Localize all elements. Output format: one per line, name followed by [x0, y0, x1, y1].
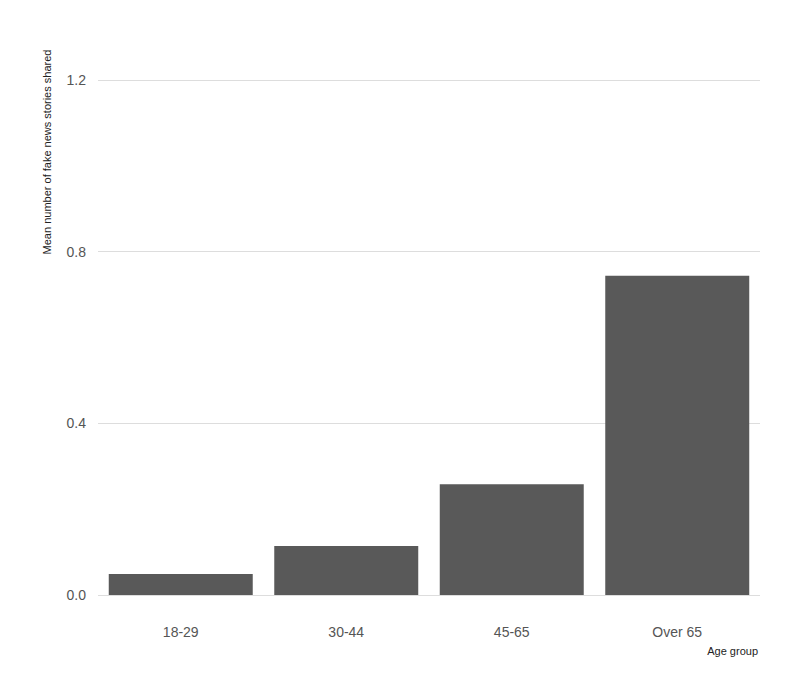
svg-text:Age group: Age group: [707, 645, 758, 657]
svg-text:Mean number of fake news stori: Mean number of fake news stories shared: [41, 50, 53, 255]
svg-text:45-65: 45-65: [494, 624, 530, 640]
svg-text:18-29: 18-29: [163, 624, 199, 640]
svg-text:30-44: 30-44: [328, 624, 364, 640]
svg-text:Over 65: Over 65: [652, 624, 702, 640]
svg-text:0.4: 0.4: [67, 415, 87, 431]
svg-text:0.0: 0.0: [67, 587, 87, 603]
svg-text:0.8: 0.8: [67, 244, 87, 260]
svg-text:1.2: 1.2: [67, 72, 87, 88]
